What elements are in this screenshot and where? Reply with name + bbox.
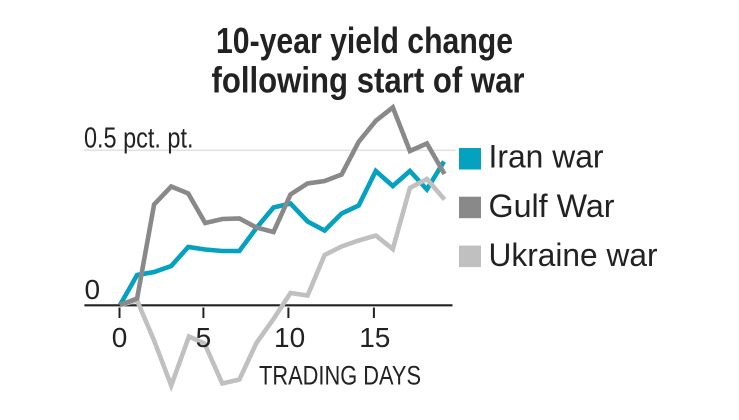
svg-text:Gulf War: Gulf War <box>489 188 615 224</box>
svg-text:15: 15 <box>359 322 390 353</box>
svg-text:0: 0 <box>112 322 128 353</box>
svg-text:following start of war: following start of war <box>212 59 525 100</box>
svg-text:0: 0 <box>85 274 101 305</box>
svg-text:0.5 pct. pt.: 0.5 pct. pt. <box>84 122 194 154</box>
svg-text:10: 10 <box>274 322 305 353</box>
svg-text:5: 5 <box>196 322 212 353</box>
svg-text:Ukraine war: Ukraine war <box>489 237 658 273</box>
svg-text:Iran war: Iran war <box>489 139 604 175</box>
svg-text:TRADING DAYS: TRADING DAYS <box>259 361 421 391</box>
svg-text:10-year yield change: 10-year yield change <box>216 20 513 61</box>
